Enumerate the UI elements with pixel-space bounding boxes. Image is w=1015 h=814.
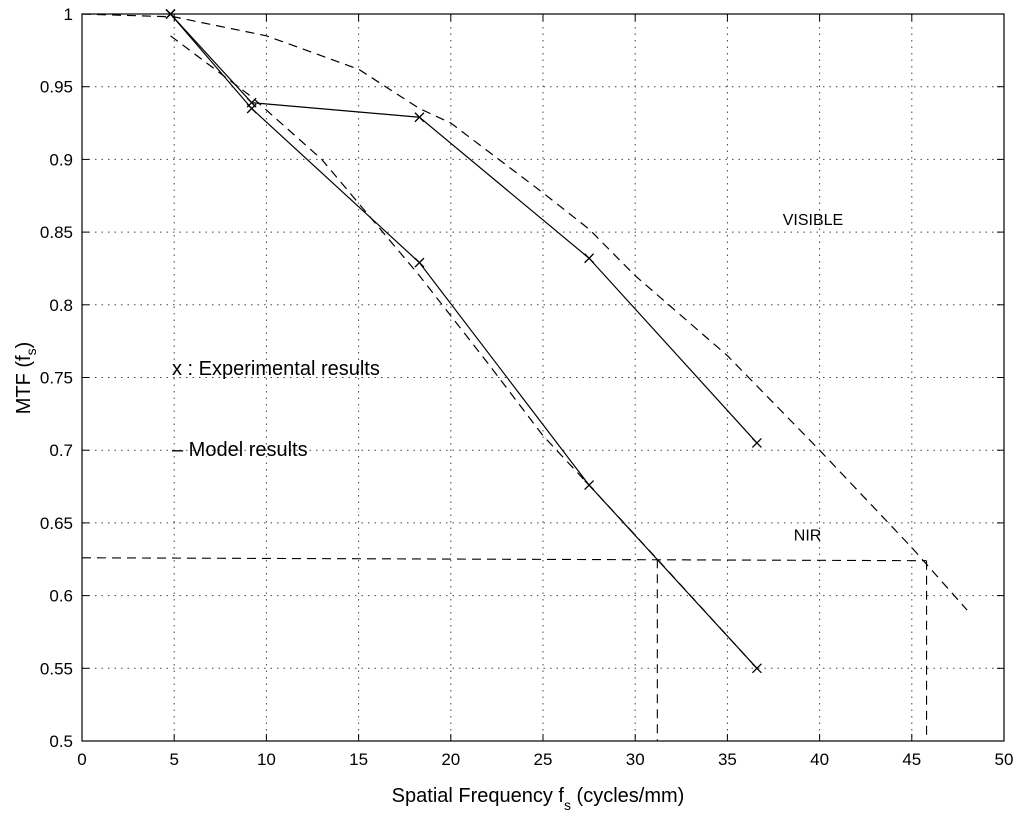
axis-ticks: 0 5 10 15 20 25 30 35 40 45 50 0.5 0.55 0.6 0.65 0.7 0.7… [40,5,1014,769]
y-tick-label: 0.55 [40,659,73,678]
x-tick-label: 20 [441,750,460,769]
x-tick-label: 40 [810,750,829,769]
x-marker [165,9,176,19]
annotation-visible: VISIBLE [783,212,843,229]
legend-model: – Model results [172,439,308,461]
x-tick-label: 10 [257,750,276,769]
series-model-visible [81,13,968,611]
annotation-nir: NIR [794,527,822,544]
y-tick-label: 1 [64,5,73,24]
x-marker [751,663,762,674]
series-experimental-nir [170,13,758,669]
grid-lines [82,14,1004,741]
y-tick-label: 0.85 [40,223,73,242]
x-tick-label: 30 [626,750,645,769]
y-tick-label: 0.6 [49,587,73,606]
data-series [81,13,968,669]
y-tick-label: 0.7 [49,441,73,460]
x-marker [414,112,425,123]
y-axis-label-subscript: s [23,348,39,355]
x-tick-label: 5 [169,750,178,769]
series-model-nir [170,35,758,669]
x-tick-label: 25 [534,750,553,769]
x-tick-label: 15 [349,750,368,769]
reference-lines [81,557,928,741]
y-tick-label: 0.95 [40,78,73,97]
x-marker [751,437,762,448]
y-axis-label: MTF (fs) [13,342,39,415]
x-tick-label: 45 [902,750,921,769]
x-tick-label: 35 [718,750,737,769]
legend-experimental: x : Experimental results [172,358,380,380]
x-marker [414,257,425,268]
y-tick-label: 0.5 [49,732,73,751]
x-tick-label: 0 [77,750,86,769]
y-tick-label: 0.8 [49,296,73,315]
x-axis-label-subscript: s [564,797,571,813]
y-tick-label: 0.9 [49,150,73,169]
y-tick-label: 0.65 [40,514,73,533]
x-axis-label: Spatial Frequency fs (cycles/mm) [392,785,685,813]
x-marker [246,103,257,114]
reference-line [81,557,927,562]
x-tick-label: 50 [995,750,1014,769]
x-marker [584,253,595,264]
x-marker [584,480,595,491]
y-tick-label: 0.75 [40,369,73,388]
data-markers [165,9,762,674]
